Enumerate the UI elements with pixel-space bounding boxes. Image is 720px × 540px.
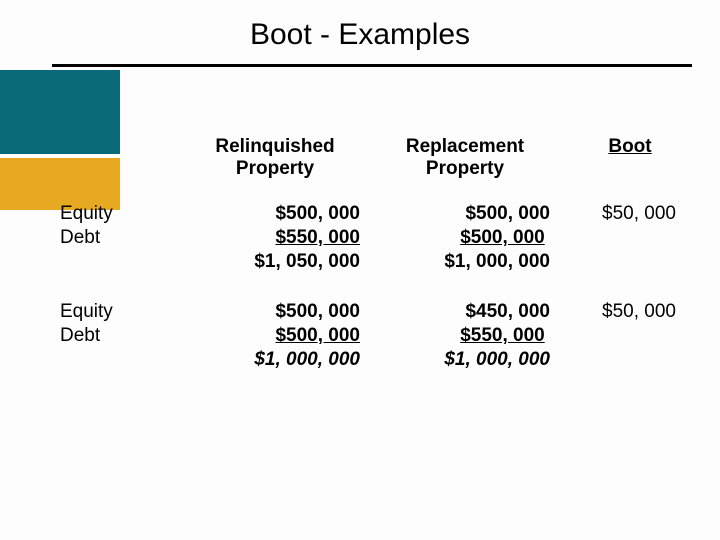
- table-row: Debt $550, 000 $500, 000: [60, 226, 700, 250]
- header-blank: [60, 130, 180, 202]
- cell-replacement: $500, 000: [370, 202, 560, 226]
- slide: Boot - Examples Relinquished Property Re…: [0, 0, 720, 540]
- header-boot: Boot: [560, 130, 700, 202]
- cell-replacement: $550, 000: [370, 324, 560, 348]
- cell-relinquished: $500, 000: [180, 202, 370, 226]
- cell-boot: [560, 348, 700, 372]
- cell-boot: $50, 000: [560, 300, 700, 324]
- table-row: Debt $500, 000 $550, 000: [60, 324, 700, 348]
- row-label: Equity: [60, 202, 180, 226]
- cell-boot: [560, 250, 700, 274]
- table-row: Equity $500, 000 $500, 000 $50, 000: [60, 202, 700, 226]
- spacer-row: [60, 274, 700, 300]
- cell-boot: $50, 000: [560, 202, 700, 226]
- cell-replacement-total: $1, 000, 000: [370, 250, 560, 274]
- cell-relinquished: $550, 000: [180, 226, 370, 250]
- cell-relinquished: $500, 000: [180, 300, 370, 324]
- cell-relinquished-total: $1, 050, 000: [180, 250, 370, 274]
- title-underline: [52, 64, 692, 67]
- slide-title: Boot - Examples: [0, 18, 720, 52]
- table-row: Equity $500, 000 $450, 000 $50, 000: [60, 300, 700, 324]
- cell-replacement: $450, 000: [370, 300, 560, 324]
- header-replacement: Replacement Property: [370, 130, 560, 202]
- header-relinquished: Relinquished Property: [180, 130, 370, 202]
- cell-relinquished-total: $1, 000, 000: [180, 348, 370, 372]
- cell-boot: [560, 226, 700, 250]
- boot-table: Relinquished Property Replacement Proper…: [60, 130, 700, 372]
- row-label: [60, 348, 180, 372]
- table-row-total: $1, 050, 000 $1, 000, 000: [60, 250, 700, 274]
- row-label: Debt: [60, 324, 180, 348]
- row-label: Debt: [60, 226, 180, 250]
- cell-replacement-total: $1, 000, 000: [370, 348, 560, 372]
- table-header-row: Relinquished Property Replacement Proper…: [60, 130, 700, 202]
- cell-replacement: $500, 000: [370, 226, 560, 250]
- cell-boot: [560, 324, 700, 348]
- row-label: [60, 250, 180, 274]
- cell-relinquished: $500, 000: [180, 324, 370, 348]
- row-label: Equity: [60, 300, 180, 324]
- content-area: Relinquished Property Replacement Proper…: [60, 130, 700, 372]
- table-row-total: $1, 000, 000 $1, 000, 000: [60, 348, 700, 372]
